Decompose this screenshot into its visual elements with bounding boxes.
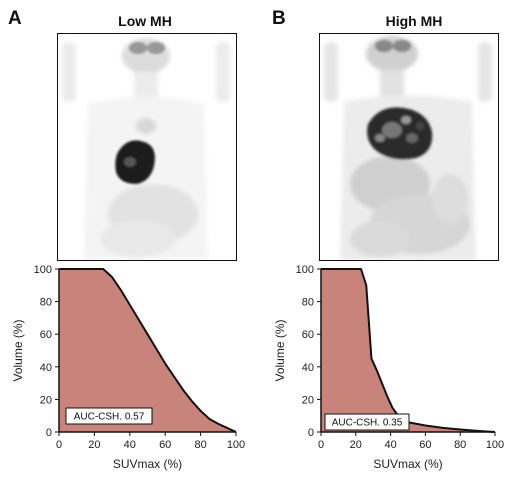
series-line [321,268,496,433]
x-tick-label: 0 [56,439,62,451]
y-tick-label: 80 [302,297,314,309]
x-tick-label: 80 [454,439,466,451]
y-tick-label: 20 [302,394,314,406]
y-tick-label: 20 [40,394,52,406]
panel-a-letter: A [8,8,22,29]
area-fill [59,269,236,432]
auc-annotation-text: AUC-CSH. 0.57 [74,412,145,423]
auc-annotation-box [324,413,410,431]
y-tick-label: 0 [308,427,314,439]
pet-scan-image-low-mh [57,33,237,261]
chart-low-mh: 0 20 40 60 80 100 0 20 40 60 80 100 SUVmax (%) Volume… [11,264,245,471]
x-tick-label: 100 [486,439,504,451]
x-tick-label: 100 [227,439,245,451]
pet-scan-image-high-mh [319,33,499,261]
x-tick-label: 80 [194,439,206,451]
y-tick-label: 60 [302,329,314,341]
x-tick-label: 40 [124,439,136,451]
chart-high-mh: 0 20 40 60 80 100 0 20 40 60 80 100 SUVmax (%) Volume… [273,264,504,471]
y-tick-label: 100 [296,264,314,276]
panel-b-letter: B [272,8,286,29]
x-tick-label: 60 [419,439,431,451]
y-tick-label: 40 [40,362,52,374]
area-fill [321,269,495,432]
y-tick-label: 40 [302,362,314,374]
panel-b-title: High MH [385,13,443,29]
y-tick-label: 60 [40,329,52,341]
y-axis-label: Volume (%) [273,319,287,381]
x-tick-label: 20 [88,439,100,451]
x-axis-label: SUVmax (%) [113,457,182,471]
auc-annotation-box [65,407,153,425]
x-tick-label: 0 [318,439,324,451]
y-tick-label: 0 [46,427,52,439]
auc-annotation-text: AUC-CSH. 0.35 [332,418,403,429]
y-axis-label: Volume (%) [11,319,25,381]
series-line [59,268,237,433]
panel-a-title: Low MH [118,13,172,29]
x-tick-label: 40 [384,439,396,451]
y-tick-label: 80 [40,297,52,309]
x-axis-label: SUVmax (%) [373,457,442,471]
x-tick-label: 20 [350,439,362,451]
x-tick-label: 60 [159,439,171,451]
y-tick-label: 100 [34,264,52,276]
